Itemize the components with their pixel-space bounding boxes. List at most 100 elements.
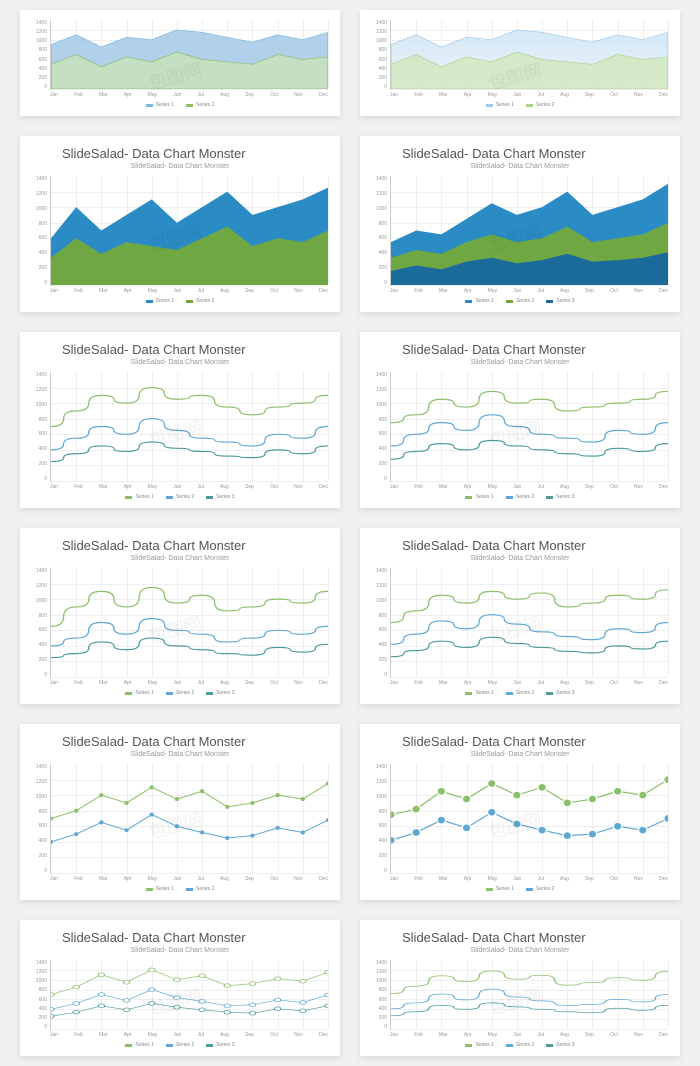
y-tick-label: 1200 [372, 779, 387, 785]
legend-swatch [125, 1044, 132, 1047]
x-tick-label: Apr [124, 484, 132, 490]
line-series [51, 970, 328, 995]
marker [274, 977, 280, 981]
y-tick-label: 1200 [32, 969, 47, 975]
legend-label: Series 2 [196, 102, 214, 108]
plot-area [50, 176, 328, 286]
y-tick-label: 1200 [372, 969, 387, 975]
legend-item: Series 3 [546, 1042, 574, 1048]
x-tick-label: Aug [560, 484, 569, 490]
legend-swatch [465, 496, 472, 499]
y-tick-label: 200 [32, 461, 47, 467]
x-tick-label: Apr [464, 1032, 472, 1038]
chart-area: 1400120010008006004002000 [372, 960, 668, 1030]
y-axis: 1400120010008006004002000 [372, 568, 390, 678]
y-tick-label: 400 [372, 446, 387, 452]
chart-area: 1400120010008006004002000 [32, 568, 328, 678]
legend-swatch [486, 888, 493, 891]
marker [98, 993, 104, 997]
legend-item: Series 2 [526, 886, 554, 892]
y-tick-label: 1400 [372, 20, 387, 26]
chart-svg [391, 372, 668, 481]
y-tick-label: 200 [372, 461, 387, 467]
marker [51, 993, 54, 997]
y-tick-label: 1000 [372, 978, 387, 984]
line-series [51, 388, 328, 427]
y-tick-label: 800 [372, 987, 387, 993]
chart-area: 1400120010008006004002000 [32, 764, 328, 874]
chart-subtitle: SlideSalad- Data Chart Monster [32, 751, 328, 758]
grid-line [668, 20, 669, 89]
marker [74, 809, 78, 813]
x-tick-label: Feb [414, 484, 423, 490]
marker [250, 801, 254, 805]
y-tick-label: 1200 [32, 191, 47, 197]
legend-label: Series 3 [556, 690, 574, 696]
y-tick-label: 800 [32, 809, 47, 815]
legend-item: Series 1 [465, 298, 493, 304]
grid-line [328, 960, 329, 1029]
grid-line [328, 372, 329, 481]
marker [437, 787, 446, 795]
line-series [51, 783, 328, 818]
marker [51, 817, 53, 821]
x-tick-label: Dec [319, 484, 328, 490]
y-tick-label: 600 [32, 823, 47, 829]
chart-svg [51, 960, 328, 1029]
marker [149, 988, 155, 992]
y-tick-label: 800 [372, 417, 387, 423]
x-tick-label: Sep [585, 288, 594, 294]
marker [174, 996, 180, 1000]
legend-item: Series 3 [206, 1042, 234, 1048]
y-tick-label: 600 [372, 627, 387, 633]
x-tick-label: Feb [74, 484, 83, 490]
x-tick-label: Sep [245, 288, 254, 294]
x-tick-label: Oct [610, 876, 618, 882]
x-tick-label: Jan [390, 1032, 398, 1038]
legend: Series 1Series 2 [32, 298, 328, 304]
y-tick-label: 0 [32, 84, 47, 90]
marker [249, 982, 255, 986]
legend-item: Series 1 [146, 298, 174, 304]
legend-item: Series 1 [146, 102, 174, 108]
x-tick-label: Sep [245, 680, 254, 686]
chart-card-c10: SlideSalad- Data Chart MonsterSlideSalad… [360, 724, 680, 900]
y-tick-label: 400 [32, 250, 47, 256]
legend-label: Series 1 [156, 298, 174, 304]
x-tick-label: Oct [270, 92, 278, 98]
marker [639, 826, 648, 834]
y-tick-label: 1000 [32, 38, 47, 44]
marker [274, 1007, 280, 1011]
x-tick-label: Dec [319, 680, 328, 686]
x-tick-label: Feb [74, 876, 83, 882]
legend-label: Series 1 [135, 1042, 153, 1048]
x-tick-label: Aug [220, 484, 229, 490]
y-axis: 1400120010008006004002000 [32, 20, 50, 90]
plot-area [390, 568, 668, 678]
legend-swatch [486, 104, 493, 107]
x-tick-label: Sep [585, 1032, 594, 1038]
x-tick-label: Sep [585, 876, 594, 882]
y-tick-label: 200 [372, 1015, 387, 1021]
legend-swatch [465, 300, 472, 303]
marker [588, 830, 597, 838]
marker [300, 1009, 306, 1013]
legend-swatch [506, 692, 513, 695]
legend-swatch [526, 888, 533, 891]
y-tick-label: 600 [32, 997, 47, 1003]
marker [200, 831, 204, 835]
line-series [51, 815, 328, 842]
x-tick-label: Aug [220, 92, 229, 98]
y-axis: 1400120010008006004002000 [32, 960, 50, 1030]
marker [73, 1010, 79, 1014]
legend: Series 1Series 2Series 3 [372, 494, 668, 500]
y-tick-label: 1200 [372, 583, 387, 589]
chart-title: SlideSalad- Data Chart Monster [402, 734, 668, 749]
x-tick-label: Jun [173, 1032, 181, 1038]
x-tick-label: Nov [634, 680, 643, 686]
chart-title: SlideSalad- Data Chart Monster [402, 930, 668, 945]
marker [123, 1008, 129, 1012]
marker [613, 822, 622, 830]
grid-line [391, 285, 668, 286]
chart-card-c2: 1400120010008006004002000 JanFebMarAprMa… [360, 10, 680, 116]
